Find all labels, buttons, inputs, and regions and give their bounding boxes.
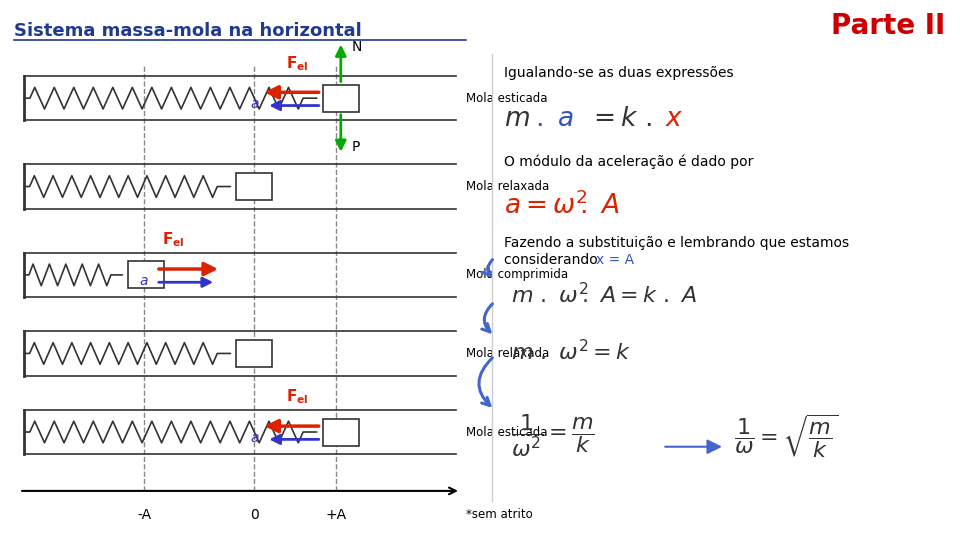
Bar (236, 340, 273, 367)
Text: $\dfrac{1}{\omega^2} = \dfrac{m}{k}$: $\dfrac{1}{\omega^2} = \dfrac{m}{k}$ (511, 413, 595, 459)
Text: -A: -A (137, 508, 151, 522)
Text: Mola comprimida: Mola comprimida (466, 268, 567, 281)
Text: Mola relaxada: Mola relaxada (466, 180, 549, 193)
Text: Sistema massa-mola na horizontal: Sistema massa-mola na horizontal (14, 22, 362, 40)
Bar (323, 418, 359, 445)
Text: *sem atrito: *sem atrito (466, 508, 533, 521)
Text: Fazendo a substituição e lembrando que estamos: Fazendo a substituição e lembrando que e… (504, 235, 850, 249)
Text: $\dfrac{1}{\omega} = \sqrt{\dfrac{m}{k}}$: $\dfrac{1}{\omega} = \sqrt{\dfrac{m}{k}}… (734, 413, 838, 460)
Text: $a$: $a$ (250, 431, 259, 445)
Text: Mola esticada: Mola esticada (466, 426, 547, 438)
Text: 0: 0 (250, 508, 259, 522)
Text: $m\ .\ \omega^2 = k$: $m\ .\ \omega^2 = k$ (511, 339, 632, 364)
Bar (323, 85, 359, 112)
Text: Igualando-se as duas expressões: Igualando-se as duas expressões (504, 66, 733, 80)
Text: +A: +A (325, 508, 347, 522)
Text: $\mathbf{F_{el}}$: $\mathbf{F_{el}}$ (286, 54, 309, 73)
Text: Parte II: Parte II (831, 12, 946, 40)
Text: $m$: $m$ (504, 105, 530, 132)
Text: $\mathbf{F_{el}}$: $\mathbf{F_{el}}$ (286, 388, 309, 407)
Text: considerando: considerando (504, 253, 602, 267)
Text: x = A: x = A (596, 253, 635, 267)
Text: $a$: $a$ (250, 97, 259, 111)
Text: $a = \omega^2\!\!.\ A$: $a = \omega^2\!\!.\ A$ (504, 192, 620, 220)
Text: Mola esticada: Mola esticada (466, 92, 547, 105)
Text: $\mathbf{F_{el}}$: $\mathbf{F_{el}}$ (161, 231, 184, 249)
Text: $a$: $a$ (139, 274, 149, 288)
Text: $= k \ .$: $= k \ .$ (588, 105, 652, 132)
Bar (129, 261, 164, 288)
Text: $m\ .\ \omega^2\!\!.\ A = k\ .\ A$: $m\ .\ \omega^2\!\!.\ A = k\ .\ A$ (511, 282, 697, 307)
Text: P: P (351, 140, 360, 154)
Bar (236, 173, 273, 200)
Text: O módulo da aceleração é dado por: O módulo da aceleração é dado por (504, 154, 754, 169)
Text: $x$: $x$ (664, 105, 684, 132)
Text: N: N (351, 39, 362, 53)
Text: Mola relaxada: Mola relaxada (466, 347, 549, 360)
Text: $. \ a$: $. \ a$ (536, 105, 574, 132)
